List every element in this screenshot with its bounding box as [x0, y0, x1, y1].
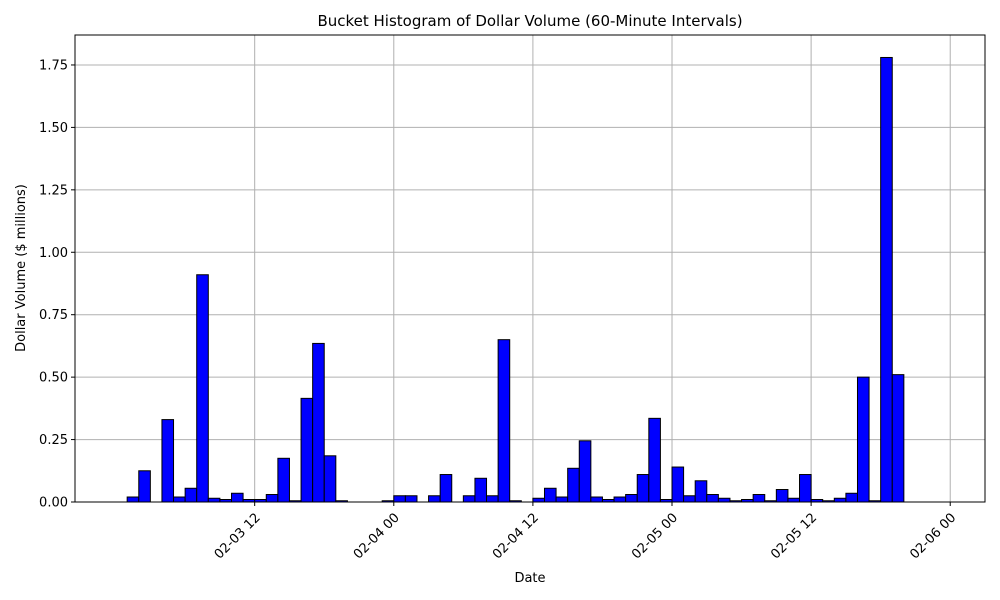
histogram-bar	[752, 494, 766, 503]
histogram-bar	[184, 487, 198, 503]
plot-frame	[74, 34, 986, 503]
histogram-bar	[312, 342, 325, 503]
histogram-bar	[393, 495, 406, 503]
histogram-bar	[648, 417, 661, 503]
x-tick-label: 02-04 12	[490, 510, 542, 562]
histogram-bar	[625, 494, 638, 503]
y-tick-label: 1.75	[39, 58, 68, 73]
grid-layer	[75, 35, 985, 503]
histogram-bar	[613, 496, 627, 503]
y-tick-label: 1.50	[39, 121, 68, 136]
histogram-bar	[833, 497, 847, 503]
histogram-bar	[300, 397, 314, 503]
histogram-bar	[439, 474, 453, 503]
histogram-bar	[462, 495, 476, 503]
histogram-bar	[486, 495, 499, 503]
histogram-bar	[230, 492, 244, 503]
histogram-bar	[532, 497, 545, 503]
histogram-bar	[323, 455, 337, 503]
histogram-bar	[126, 496, 140, 503]
histogram-bar	[474, 477, 488, 503]
y-tick-label: 0.75	[39, 308, 68, 323]
histogram-bar	[856, 376, 870, 503]
y-tick-label: 1.25	[39, 183, 68, 198]
histogram-bar	[428, 495, 441, 503]
histogram-bar	[138, 470, 151, 503]
histogram-bar	[555, 496, 569, 503]
histogram-bar	[706, 494, 719, 503]
histogram-bar	[683, 495, 696, 503]
y-axis-title: Dollar Volume ($ millions)	[14, 184, 29, 352]
histogram-bar	[497, 339, 511, 503]
histogram-bar	[590, 496, 603, 503]
histogram-bar	[891, 374, 905, 503]
y-tick-label: 0.50	[39, 371, 68, 386]
bar-layer	[126, 56, 905, 503]
y-tick-label: 0.25	[39, 433, 68, 448]
histogram-bar	[173, 496, 186, 503]
histogram-bar	[787, 497, 801, 503]
chart-title: Bucket Histogram of Dollar Volume (60-Mi…	[317, 12, 742, 30]
x-tick-label: 02-05 00	[629, 510, 681, 562]
histogram-bar	[265, 494, 279, 503]
histogram-bar	[799, 474, 812, 503]
histogram-bar	[845, 492, 858, 503]
x-tick-label: 02-03 12	[212, 510, 264, 562]
y-tick-label: 0.00	[39, 496, 68, 511]
x-axis-title: Date	[514, 571, 545, 586]
y-tick-label: 1.00	[39, 246, 68, 261]
histogram-bar	[161, 419, 175, 503]
histogram-bar	[277, 457, 290, 503]
x-tick-label: 02-05 12	[768, 510, 820, 562]
histogram-bar	[694, 480, 708, 503]
histogram-bar	[636, 474, 650, 503]
histogram-bar	[196, 274, 209, 503]
histogram-bar	[775, 489, 789, 503]
histogram-bar	[717, 497, 731, 503]
histogram-bar	[880, 56, 893, 503]
x-tick-label: 02-06 00	[907, 510, 959, 562]
histogram-bar	[207, 497, 221, 503]
histogram-bar	[578, 440, 592, 503]
histogram-bar	[671, 466, 685, 503]
histogram-bar	[404, 495, 418, 503]
x-tick-label: 02-04 00	[351, 510, 403, 562]
histogram-bar	[567, 467, 580, 503]
histogram-bar	[543, 487, 557, 503]
